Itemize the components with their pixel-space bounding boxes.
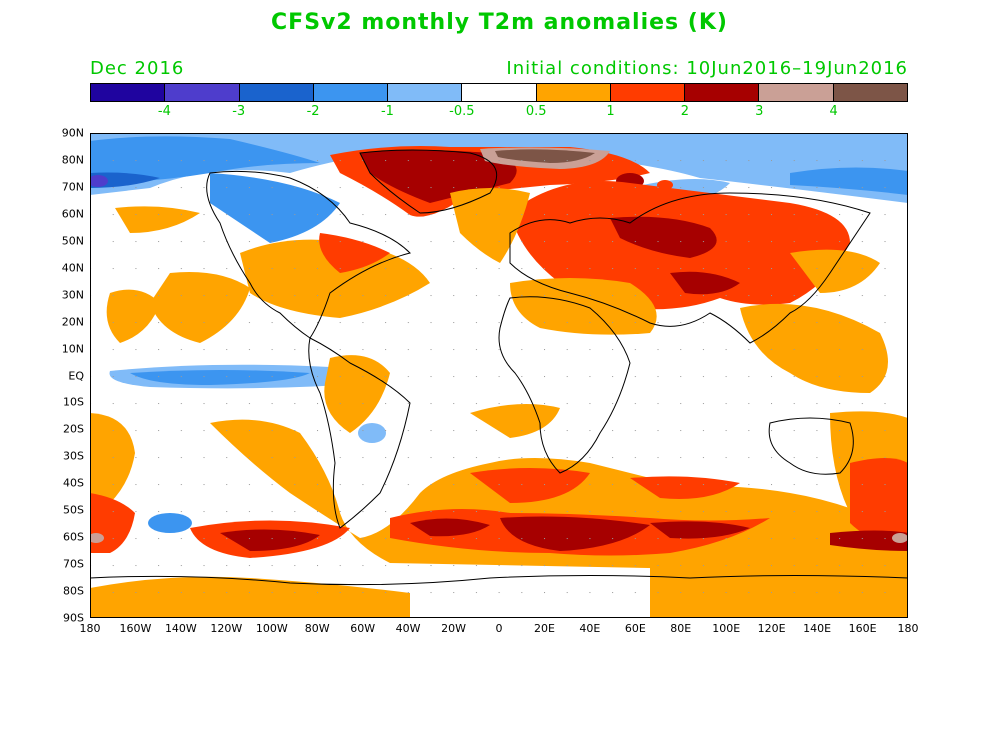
longitude-label: 20W [441,622,466,635]
longitude-label: 180 [79,622,101,635]
latitude-label: 60N [61,207,84,221]
latitude-label: 20S [63,422,84,436]
colorbar-segment [536,84,611,101]
colorbar-label: 0.5 [525,104,547,119]
latitude-label: 30S [63,449,84,463]
colorbar [90,83,908,102]
coastline [308,337,411,529]
colorbar-segment [239,84,314,101]
coastline [90,575,908,586]
colorbar-label: -3 [232,104,246,119]
coastlines [90,149,908,586]
longitude-label: 80W [304,622,330,635]
anomaly-map [90,133,908,618]
colorbar-segment [610,84,686,101]
coastline [498,296,631,474]
latitude-label: 70S [63,557,84,571]
longitude-label: 180 [897,622,919,635]
coastline [206,170,411,339]
longitude-label: 160E [848,622,877,635]
colorbar-label: 4 [829,104,838,119]
latitude-label: 60S [63,530,84,544]
longitude-label: 0 [495,622,503,635]
coastline [359,149,498,214]
colorbar-label: -0.5 [449,104,475,119]
longitude-label: 60W [350,622,376,635]
colorbar-segment [685,84,760,101]
chart-title: CFSv2 monthly T2m anomalies (K) [271,10,728,35]
longitude-label: 140W [164,622,197,635]
latitude-label: 20N [61,315,84,329]
latitude-label: 80S [63,584,84,598]
colorbar-label: 1 [606,104,615,119]
longitude-label: 100E [712,622,741,635]
longitude-label: 160W [119,622,152,635]
colorbar-label: 2 [680,104,690,119]
coastline [509,192,871,344]
colorbar-segment [759,84,834,101]
colorbar-segment [388,84,463,101]
longitude-label: 40E [579,622,601,635]
longitude-label: 80E [670,622,692,635]
longitude-label: 100W [255,622,288,635]
latitude-label: 30N [61,288,84,302]
colorbar-segment [833,84,907,101]
latitude-axis: 90N 80N 70N 60N 50N 40N 30N 20N 10N EQ 10S 20S 30S 40… [0,0,88,750]
longitude-label: 120W [210,622,243,635]
colorbar-label: -1 [380,104,394,119]
colorbar-label: 3 [755,104,764,119]
colorbar-label: -4 [157,104,171,119]
map-frame [90,133,908,618]
latitude-label: 40S [63,476,84,490]
latitude-label: 10S [63,395,84,409]
latitude-label: 50N [61,234,84,248]
latitude-label: 50S [63,503,84,517]
longitude-label: 40W [395,622,421,635]
colorbar-segment [165,84,240,101]
latitude-label: EQ [68,369,84,382]
latitude-label: 80N [61,153,84,167]
latitude-label: 10N [61,342,84,356]
latitude-label: 40N [61,261,84,275]
latitude-label: 90S [63,611,84,625]
graticule-dots [90,133,908,618]
valid-month: Dec 2016 [90,58,185,79]
longitude-axis: 180 160W 140W 120W 100W 80W 60W 40W 20W 0 20E 40E 60… [0,622,999,638]
latitude-label: 90N [61,126,84,140]
longitude-label: 120E [757,622,786,635]
colorbar-segment [313,84,389,101]
longitude-label: 140E [803,622,832,635]
colorbar-segment [91,84,166,101]
coastline [768,417,854,475]
colorbar-labels: -4 -3 -2 -1 -0.5 0.5 1 2 3 4 [90,104,908,122]
colorbar-label: -2 [306,104,320,119]
initial-conditions: Initial conditions: 10Jun2016–19Jun2016 [506,58,908,79]
colorbar-segment [462,84,537,101]
longitude-label: 60E [624,622,646,635]
longitude-label: 20E [533,622,555,635]
latitude-label: 70N [61,180,84,194]
